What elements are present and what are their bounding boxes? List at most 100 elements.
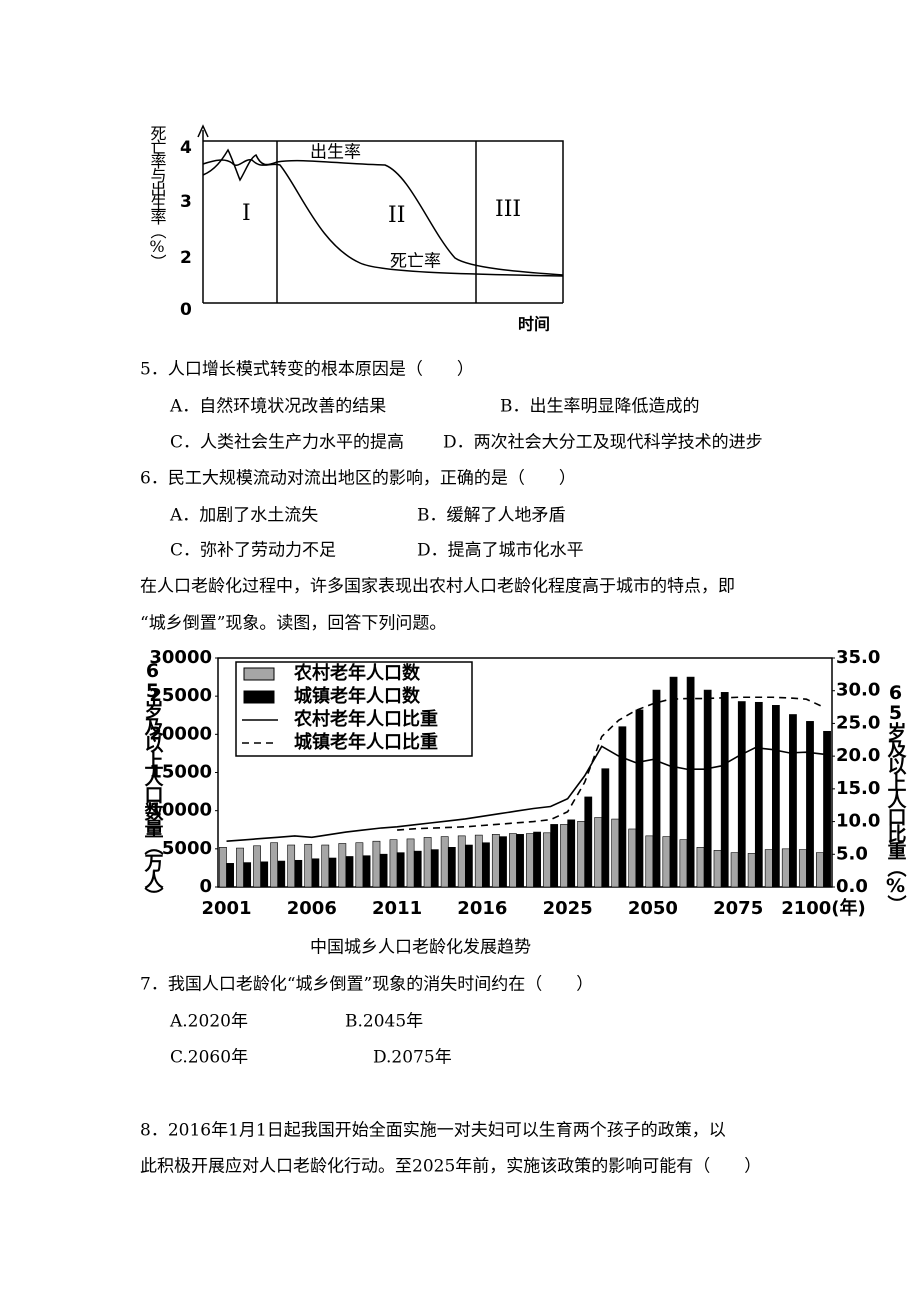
option: B．缓解了人地矛盾 bbox=[417, 506, 566, 526]
bar bbox=[533, 831, 541, 888]
y2-tick-label: 20.0 bbox=[836, 745, 880, 766]
option: D．两次社会大分工及现代科学技术的进步 bbox=[443, 433, 763, 453]
tick-label: 3 bbox=[180, 192, 192, 212]
bar bbox=[594, 817, 603, 888]
bar bbox=[560, 824, 568, 888]
bar bbox=[713, 850, 722, 888]
option: B．出生率明显降低造成的 bbox=[500, 397, 700, 417]
bar bbox=[226, 863, 234, 888]
bar bbox=[355, 842, 364, 888]
option: D．提高了城市化水平 bbox=[417, 541, 584, 561]
bar bbox=[764, 849, 773, 888]
y2-tick-label: 30.0 bbox=[836, 680, 880, 701]
stage-label: I bbox=[242, 201, 251, 226]
bar bbox=[601, 768, 610, 888]
stage-label: III bbox=[495, 197, 521, 222]
option: A．自然环境状况改善的结果 bbox=[169, 397, 386, 417]
option: C．弥补了劳动力不足 bbox=[170, 541, 336, 561]
bar bbox=[423, 837, 432, 888]
y2-tick-label: 5.0 bbox=[836, 843, 868, 864]
bar bbox=[509, 833, 517, 888]
bar bbox=[679, 839, 688, 888]
bar bbox=[798, 849, 807, 888]
bar bbox=[491, 834, 500, 888]
option: C．人类社会生产力水平的提高 bbox=[170, 433, 404, 453]
bar bbox=[584, 796, 593, 888]
option: D.2075年 bbox=[373, 1048, 452, 1068]
option: A．加剧了水土流失 bbox=[169, 506, 318, 526]
y2-tick-label: 35.0 bbox=[836, 647, 880, 668]
bar bbox=[720, 692, 729, 888]
legend-label: 城镇老年人口数 bbox=[294, 685, 421, 707]
y2-axis-title: 65岁及以上人口比重（%） bbox=[885, 682, 907, 912]
bar bbox=[440, 836, 449, 888]
bar bbox=[781, 848, 790, 888]
y-tick-label: 10000 bbox=[149, 800, 212, 821]
bar bbox=[686, 676, 695, 888]
bar bbox=[747, 853, 756, 888]
x-tick-label: 2006 bbox=[287, 898, 337, 919]
bar bbox=[345, 856, 354, 888]
axis-title: 死亡率与出生率（%） bbox=[148, 125, 167, 268]
bar bbox=[287, 844, 296, 888]
tick-label: 0 bbox=[180, 300, 192, 320]
birth-curve bbox=[202, 148, 564, 276]
bar bbox=[465, 844, 473, 888]
question: 7．我国人口老龄化“城乡倒置”现象的消失时间约在（ ） bbox=[140, 975, 593, 995]
bar bbox=[703, 689, 712, 888]
death-curve bbox=[202, 159, 564, 277]
bar bbox=[662, 836, 671, 888]
question: 6．民工大规模流动对流出地区的影响，正确的是（ ） bbox=[140, 469, 576, 489]
bar bbox=[737, 701, 746, 888]
x-tick-label: 2016 bbox=[457, 898, 507, 919]
x-tick-label: 2075 bbox=[713, 898, 763, 919]
bar bbox=[328, 857, 337, 888]
y-tick-label: 0 bbox=[199, 876, 212, 897]
option: B.2045年 bbox=[345, 1012, 423, 1032]
y2-tick-label: 0.0 bbox=[836, 876, 868, 897]
option: A.2020年 bbox=[169, 1012, 248, 1032]
bar bbox=[413, 850, 422, 888]
bar bbox=[696, 847, 705, 888]
bar bbox=[526, 833, 534, 888]
line bbox=[397, 696, 824, 831]
y2-tick-label: 25.0 bbox=[836, 712, 880, 733]
curve-label: 死亡率 bbox=[390, 252, 441, 272]
bar bbox=[789, 714, 797, 888]
bar bbox=[236, 847, 244, 888]
frame bbox=[203, 140, 564, 303]
stage-label: II bbox=[388, 203, 405, 228]
bar bbox=[304, 843, 313, 888]
tick-label: 4 bbox=[180, 138, 192, 158]
bar bbox=[482, 842, 490, 888]
line bbox=[226, 745, 824, 842]
bar bbox=[430, 849, 439, 888]
figure-1 bbox=[197, 124, 564, 304]
bar bbox=[396, 852, 405, 888]
arrow bbox=[197, 124, 209, 138]
legend-label: 农村老年人口数 bbox=[293, 662, 421, 684]
y2-tick-label: 15.0 bbox=[836, 778, 880, 799]
question: 5．人口增长模式转变的根本原因是（ ） bbox=[140, 360, 474, 380]
bar bbox=[253, 845, 261, 888]
y-tick-label: 30000 bbox=[149, 647, 212, 668]
bar bbox=[618, 726, 627, 888]
bar bbox=[362, 855, 371, 888]
y-tick-label: 25000 bbox=[149, 685, 212, 706]
y-tick-label: 15000 bbox=[149, 762, 212, 783]
bar bbox=[474, 834, 483, 888]
bar bbox=[270, 842, 278, 888]
bar bbox=[389, 839, 398, 888]
option: C.2060年 bbox=[170, 1048, 248, 1068]
bar bbox=[406, 838, 415, 888]
bar bbox=[823, 730, 831, 888]
bar bbox=[379, 853, 388, 888]
paragraph: “城乡倒置”现象。读图，回答下列问题。 bbox=[140, 614, 446, 634]
bar bbox=[645, 835, 654, 888]
legend-label: 农村老年人口比重 bbox=[293, 708, 438, 730]
x-tick-label: 2050 bbox=[628, 898, 678, 919]
bar bbox=[550, 824, 559, 888]
plot-frame bbox=[217, 657, 833, 888]
